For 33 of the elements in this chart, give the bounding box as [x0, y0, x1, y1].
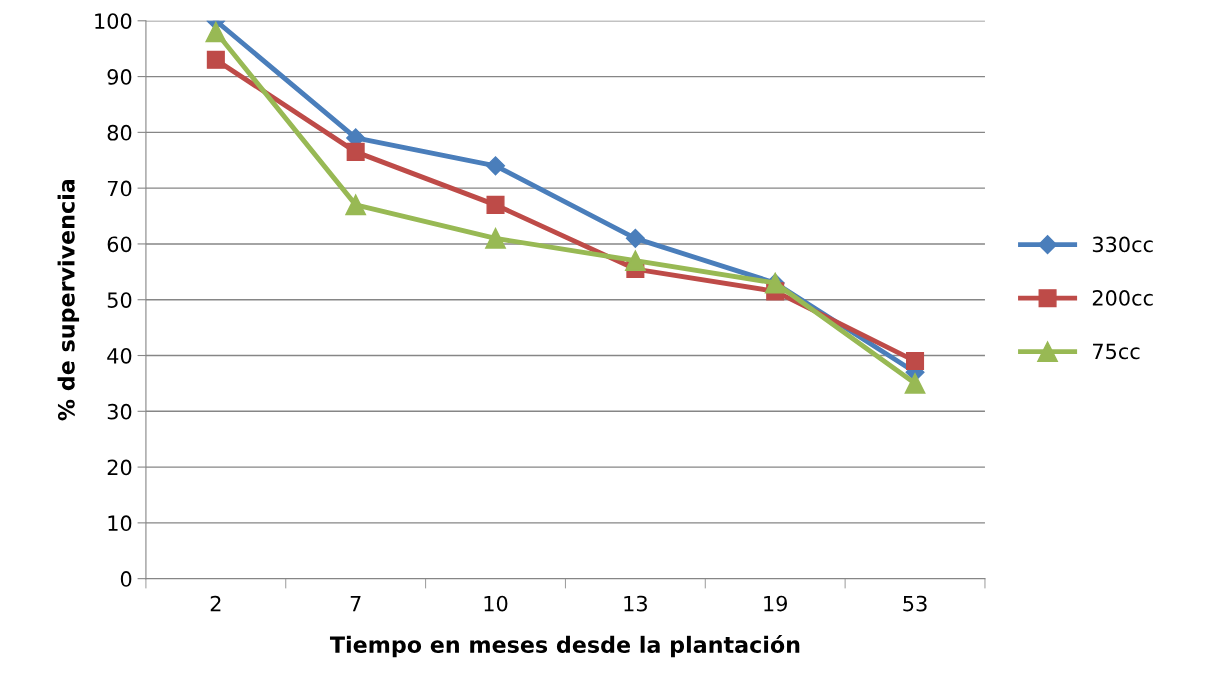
y-tick-label: 70: [107, 180, 132, 197]
point: [206, 50, 225, 69]
x-tick-label: 7: [350, 595, 361, 612]
y-tick-label: 0: [120, 571, 132, 587]
x-axis-title: Tiempo en meses desde la plantación: [329, 634, 800, 658]
y-tick-label: 100: [95, 13, 132, 29]
y-tick-label: 50: [107, 292, 132, 308]
x-tick-label: 2: [210, 595, 221, 612]
y-tick-label: 40: [107, 347, 132, 364]
point: [486, 195, 505, 214]
point: [485, 227, 506, 249]
y-tick-label: 60: [107, 236, 132, 253]
y-tick-label: 30: [107, 403, 132, 420]
point: [205, 21, 227, 43]
x-tick-label: 10: [484, 595, 508, 612]
y-axis-title: % de supervivencia: [57, 179, 80, 421]
point: [485, 156, 506, 176]
x-tick-label: 13: [624, 595, 647, 612]
point: [906, 352, 925, 371]
y-tick-label: 80: [107, 124, 132, 141]
point: [625, 228, 645, 248]
y-tick-label: 10: [108, 515, 132, 532]
point: [904, 372, 926, 394]
legend-label: 75cc: [1093, 343, 1140, 360]
x-tick-label: 53: [903, 595, 927, 612]
point: [345, 194, 367, 216]
x-tick-label: 19: [764, 595, 787, 612]
legend-label: 330cc: [1092, 236, 1153, 253]
point: [346, 142, 365, 161]
legend-label: 200cc: [1092, 290, 1153, 306]
y-tick-label: 90: [107, 69, 132, 85]
point: [624, 250, 646, 272]
y-tick-label: 20: [107, 459, 132, 476]
